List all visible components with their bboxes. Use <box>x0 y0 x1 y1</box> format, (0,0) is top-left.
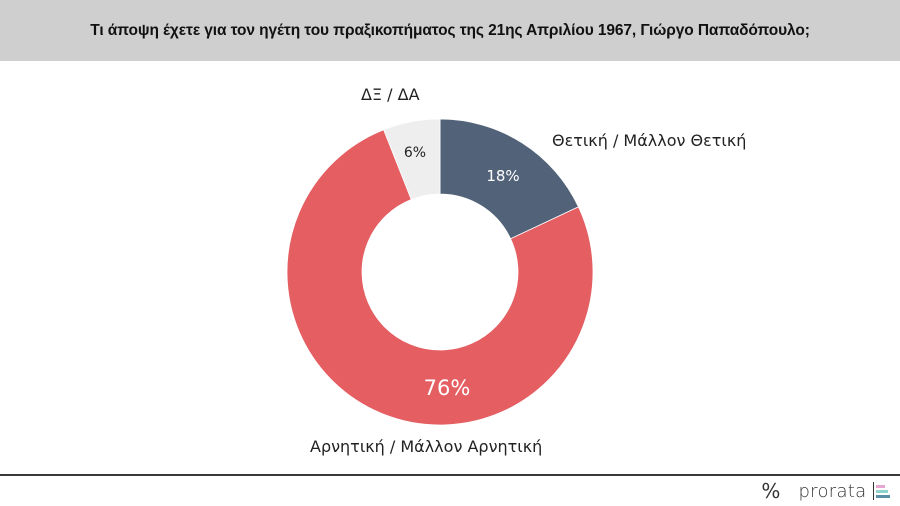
donut-svg <box>286 118 594 426</box>
value-dont-know: 6% <box>403 145 427 161</box>
logo-bar <box>876 494 890 498</box>
value-positive: 18% <box>486 167 520 185</box>
title-bar: Τι άποψη έχετε για τον ηγέτη του πραξικο… <box>0 0 900 61</box>
brand-name: prorata <box>798 480 867 502</box>
logo-bar <box>876 484 885 488</box>
label-negative: Αρνητική / Μάλλον Αρνητική <box>310 437 543 456</box>
donut-slice-1 <box>286 129 594 426</box>
donut-chart: Θετική / Μάλλον Θετική Αρνητική / Μάλλον… <box>0 61 900 475</box>
label-positive: Θετική / Μάλλον Θετική <box>552 131 747 150</box>
logo-bars-icon <box>872 482 890 500</box>
logo-bar <box>876 489 888 493</box>
donut-slice-2 <box>383 118 441 200</box>
value-negative: 76% <box>423 376 471 400</box>
footer-divider <box>0 474 900 476</box>
label-dont-know: ΔΞ / ΔΑ <box>361 85 420 104</box>
chart-title: Τι άποψη έχετε για τον ηγέτη του πραξικο… <box>90 21 810 39</box>
prorata-logo: % prorata <box>761 479 890 503</box>
percent-icon: % <box>761 479 781 503</box>
donut-slice-0 <box>439 118 579 240</box>
